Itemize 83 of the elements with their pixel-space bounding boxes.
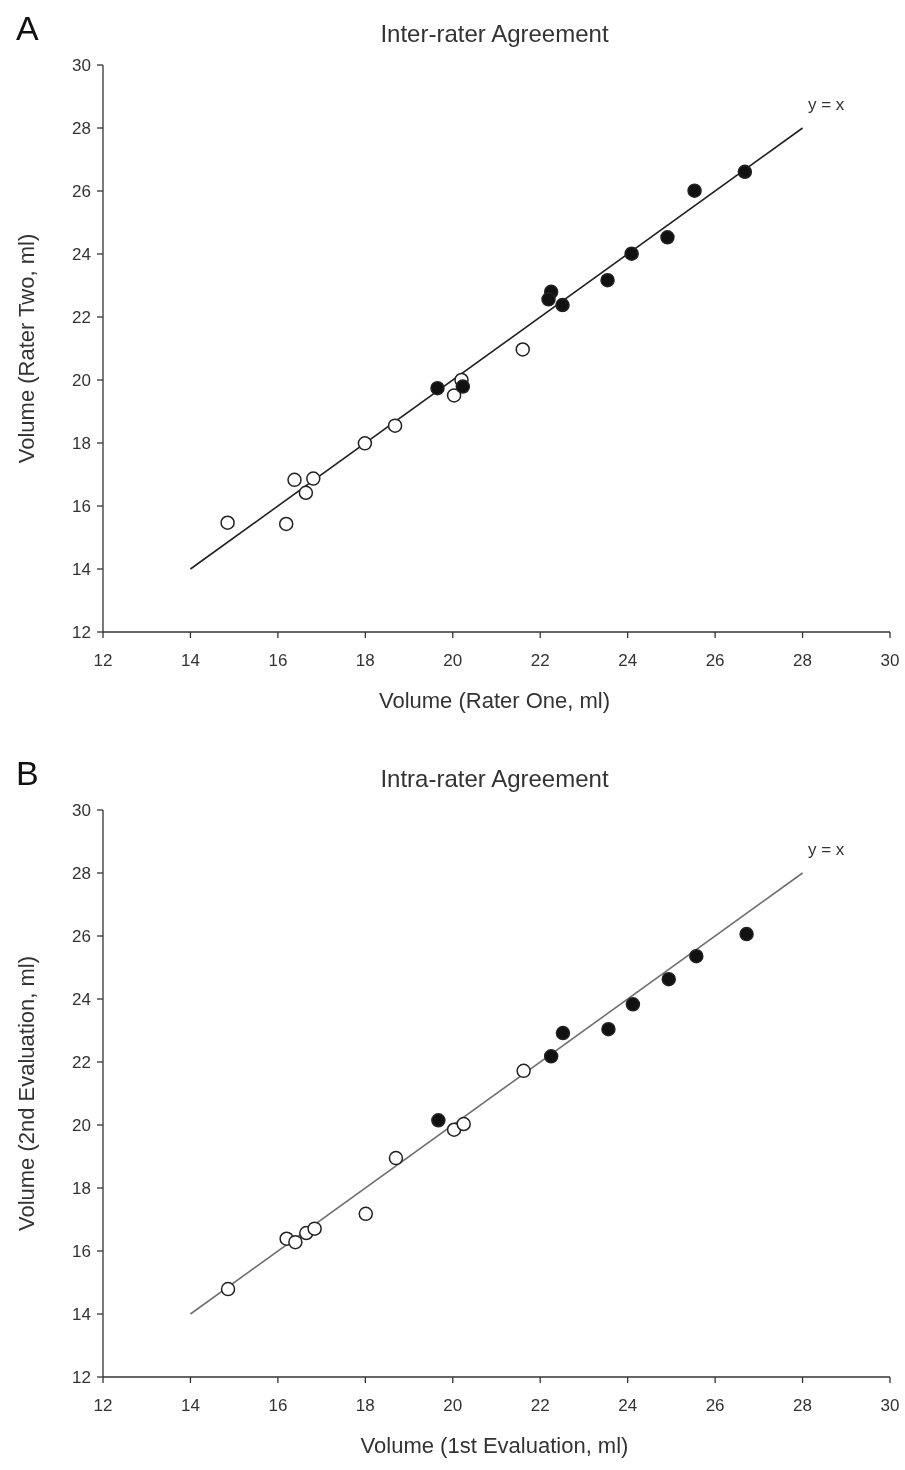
- point: [388, 1150, 404, 1166]
- point: [220, 1281, 236, 1297]
- point: [357, 436, 373, 451]
- x-tick-label: 26: [705, 1396, 725, 1415]
- text: A: [16, 9, 39, 47]
- point: [600, 272, 615, 288]
- annotation: y = x: [808, 95, 845, 114]
- y-tick-label: 12: [72, 622, 91, 642]
- point: [515, 342, 530, 357]
- point: [431, 1113, 446, 1128]
- point: [555, 1025, 571, 1041]
- point: [455, 379, 471, 394]
- x-tick-label: 24: [618, 651, 638, 670]
- y-tick-label: 26: [72, 181, 91, 201]
- y-tick-label: 14: [72, 559, 91, 579]
- point: [430, 380, 445, 396]
- y-tick-label: 16: [72, 496, 91, 516]
- x-tick-label: 14: [180, 1396, 200, 1415]
- y-tick-label: 30: [72, 55, 91, 75]
- point: [555, 297, 570, 313]
- point: [689, 948, 704, 964]
- point: [298, 485, 314, 501]
- y-tick-label: 26: [72, 926, 91, 946]
- point: [737, 164, 753, 180]
- y-tick-label: 30: [72, 800, 91, 820]
- x-axis-title: Volume (Rater One, ml): [378, 688, 611, 713]
- chart-title: Intra-rater Agreement: [380, 765, 609, 792]
- y-tick-label: 18: [72, 1178, 91, 1198]
- point: [624, 246, 639, 261]
- y-axis-title: Volume (2nd Evaluation, ml): [14, 955, 39, 1232]
- point: [601, 1021, 616, 1037]
- point: [660, 230, 675, 245]
- point: [387, 418, 403, 433]
- x-tick-label: 18: [355, 651, 375, 670]
- y-tick-label: 20: [72, 370, 91, 390]
- chart-title: Inter-rater Agreement: [380, 20, 609, 47]
- x-tick-label: 28: [793, 1396, 813, 1415]
- y-tick-label: 28: [72, 863, 91, 883]
- x-tick-label: 16: [268, 651, 288, 670]
- point: [516, 1063, 531, 1079]
- x-tick-label: 12: [93, 651, 113, 670]
- y-tick-label: 12: [72, 1367, 91, 1387]
- y-axis-title: Volume (Rater Two, ml): [14, 233, 39, 464]
- x-tick-label: 26: [705, 651, 725, 670]
- y-tick-label: 22: [72, 307, 91, 327]
- x-axis-title: Volume (1st Evaluation, ml): [360, 1433, 629, 1458]
- y-tick-label: 18: [72, 433, 91, 453]
- x-tick-label: 20: [443, 1396, 463, 1415]
- y-tick-label: 28: [72, 118, 91, 138]
- point: [307, 1221, 322, 1236]
- x-tick-label: 18: [355, 1396, 375, 1415]
- x-tick-label: 12: [93, 1396, 113, 1415]
- x-tick-label: 24: [618, 1396, 638, 1415]
- y-tick-label: 14: [72, 1304, 91, 1324]
- point: [456, 1116, 471, 1132]
- y-tick-label: 16: [72, 1241, 91, 1261]
- x-tick-label: 30: [880, 1396, 900, 1415]
- x-tick-label: 22: [530, 1396, 550, 1415]
- point: [687, 183, 702, 198]
- point: [287, 472, 302, 488]
- point: [358, 1206, 374, 1222]
- x-tick-label: 30: [880, 651, 900, 670]
- point: [625, 997, 641, 1012]
- x-tick-label: 28: [793, 651, 813, 670]
- x-tick-label: 14: [180, 651, 200, 670]
- x-tick-label: 22: [530, 651, 550, 670]
- point: [278, 516, 294, 532]
- point: [288, 1234, 303, 1250]
- point: [306, 471, 321, 486]
- x-tick-label: 20: [443, 651, 463, 670]
- annotation: y = x: [808, 840, 845, 859]
- point: [661, 971, 677, 987]
- text: B: [16, 754, 39, 792]
- x-tick-label: 16: [268, 1396, 288, 1415]
- point: [739, 926, 754, 942]
- y-tick-label: 22: [72, 1052, 91, 1072]
- y-tick-label: 20: [72, 1115, 91, 1135]
- y-tick-label: 24: [72, 989, 91, 1009]
- y-tick-label: 24: [72, 244, 91, 264]
- point: [541, 292, 556, 307]
- point: [220, 515, 235, 530]
- point: [543, 1049, 559, 1064]
- point: [446, 388, 462, 403]
